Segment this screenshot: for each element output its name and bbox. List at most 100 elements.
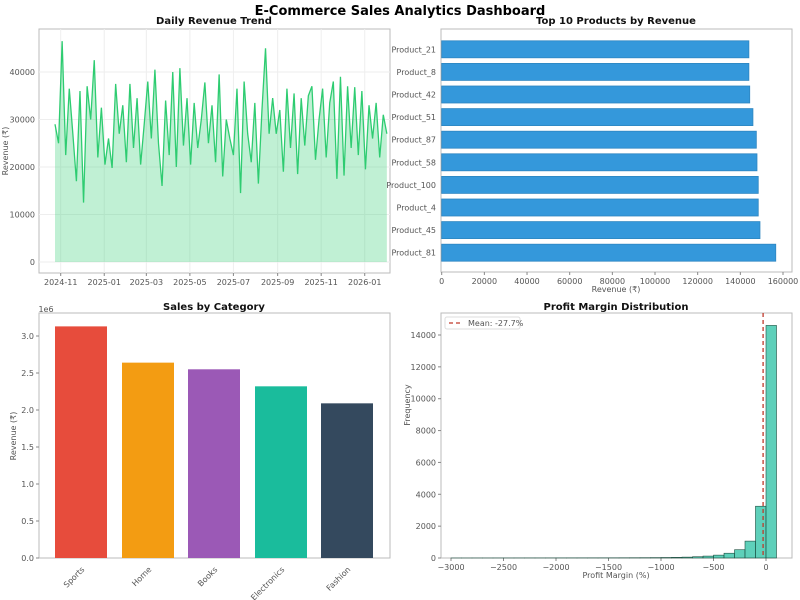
x-tick-label: 2026-01 [348, 278, 381, 287]
y-tick-label: 0.5 [21, 517, 34, 526]
y-tick-label: Product_42 [391, 91, 436, 100]
histogram-bin [734, 549, 746, 559]
x-tick-label: 100000 [640, 277, 671, 286]
x-axis-label: Profit Margin (%) [582, 571, 649, 580]
x-tick-label: 2024-11 [44, 278, 77, 287]
y-tick-label: 0 [30, 258, 35, 267]
bar-sports [55, 326, 107, 558]
y-tick-label: Product_8 [397, 68, 436, 77]
bar-books [188, 369, 240, 558]
y-tick-label: 0.0 [21, 554, 34, 563]
bar-product_58 [441, 153, 758, 172]
x-tick-label: 2025-11 [304, 278, 337, 287]
chart-title: Profit Margin Distribution [544, 302, 689, 313]
bar-product_81 [441, 243, 777, 262]
y-tick-label: 12000 [411, 363, 436, 372]
y-tick-label: 20000 [10, 163, 35, 172]
y-tick-label: 30000 [10, 116, 35, 125]
x-axis-label: Revenue (₹) [592, 285, 641, 294]
bar-product_45 [441, 221, 761, 240]
histogram-bin [681, 556, 693, 559]
y-tick-label: Product_45 [391, 226, 436, 235]
y-tick-label: 2.0 [21, 406, 34, 415]
x-tick-label: Home [130, 565, 153, 588]
y-tick-label: Product_58 [391, 158, 436, 167]
y-tick-label: Product_87 [391, 136, 436, 145]
y-tick-label: 8000 [416, 427, 436, 436]
histogram-bin [671, 557, 683, 559]
y-tick-label: 1.0 [21, 480, 34, 489]
y-tick-label: Product_81 [391, 249, 436, 258]
x-tick-label: 0 [439, 277, 444, 286]
x-tick-label: 20000 [472, 277, 497, 286]
x-tick-label: 2025-01 [88, 278, 121, 287]
x-tick-label: −1500 [595, 563, 622, 572]
legend-box [444, 316, 521, 330]
x-tick-label: −500 [703, 563, 725, 572]
x-tick-label: −2000 [542, 563, 569, 572]
chart-title: Sales by Category [163, 302, 265, 313]
y-tick-label: 0 [431, 554, 436, 563]
x-tick-label: 160000 [768, 277, 799, 286]
y-tick-label: 14000 [411, 331, 436, 340]
y-tick-label: 2000 [416, 522, 436, 531]
x-tick-label: Electronics [249, 565, 286, 600]
x-tick-label: 2025-07 [217, 278, 250, 287]
sales-by-category-axes: 0.0 0.5 1.0 1.5 2.0 2.5 3.0 Sports Home Books Elec… [9, 302, 391, 600]
y-tick-label: Product_51 [391, 113, 436, 122]
legend: Mean: -27.7% [444, 316, 524, 330]
bar-product_4 [441, 198, 759, 217]
y-tick-label: 3.0 [21, 332, 34, 341]
dashboard-title: E-Commerce Sales Analytics Dashboard [255, 4, 546, 19]
legend-label: Mean: -27.7% [468, 319, 524, 328]
x-tick-label: 2025-09 [261, 278, 294, 287]
y-tick-label: 2.5 [21, 369, 34, 378]
y-tick-label: 4000 [416, 490, 436, 499]
y-axis-label: Revenue (₹) [9, 412, 18, 461]
chart-title: Daily Revenue Trend [156, 16, 272, 27]
histogram-bin [765, 325, 777, 559]
x-tick-label: Sports [62, 565, 87, 590]
revenue-trend-axes: 2024-11 2025-01 2025-03 2025-05 2025-07 2025-… [1, 16, 391, 287]
histogram-bin [755, 505, 767, 559]
profit-margin-axes: −3000 −2500 −2000 −1500 −1000 −500 0 0 2000 4000 6… [403, 302, 793, 580]
x-tick-label: −2500 [490, 563, 517, 572]
bar-product_100 [441, 175, 759, 194]
x-tick-label: −3000 [437, 563, 464, 572]
bar-home [122, 362, 174, 558]
bar-product_42 [441, 85, 751, 104]
x-tick-label: 60000 [557, 277, 582, 286]
y-tick-label: 10000 [10, 211, 35, 220]
histogram-bin [713, 554, 725, 559]
y-axis-label: Frequency [403, 384, 412, 426]
y-tick-label: 1.5 [21, 443, 34, 452]
histogram-bin [692, 556, 704, 559]
x-tick-label: 120000 [682, 277, 713, 286]
top-products-axes: 0 20000 40000 60000 80000 100000 120000 140000 1… [386, 16, 798, 294]
x-tick-label: 80000 [600, 277, 625, 286]
x-tick-label: 40000 [514, 277, 539, 286]
y-axis-label: Revenue (₹) [1, 127, 10, 176]
y-tick-label: Product_21 [391, 45, 436, 54]
x-tick-label: Books [196, 565, 219, 588]
y-tick-label: Product_100 [386, 181, 436, 190]
y-tick-label: 10000 [411, 395, 436, 404]
bar-product_87 [441, 130, 757, 149]
y-tick-label: 40000 [10, 68, 35, 77]
x-tick-label: 2025-03 [130, 278, 163, 287]
x-tick-label: 2025-05 [173, 278, 206, 287]
x-tick-label: Fashion [325, 565, 353, 593]
bar-product_21 [441, 40, 750, 59]
bar-product_8 [441, 63, 750, 81]
revenue-line [54, 41, 388, 203]
axes-frame [440, 312, 793, 559]
x-tick-label: 0 [763, 563, 768, 572]
y-tick-label: 6000 [416, 458, 436, 467]
y-tick-label: Product_4 [397, 204, 436, 213]
bar-electronics [255, 386, 307, 558]
histogram-bin [702, 555, 714, 559]
chart-title: Top 10 Products by Revenue [536, 16, 696, 27]
area-fill [55, 41, 387, 262]
